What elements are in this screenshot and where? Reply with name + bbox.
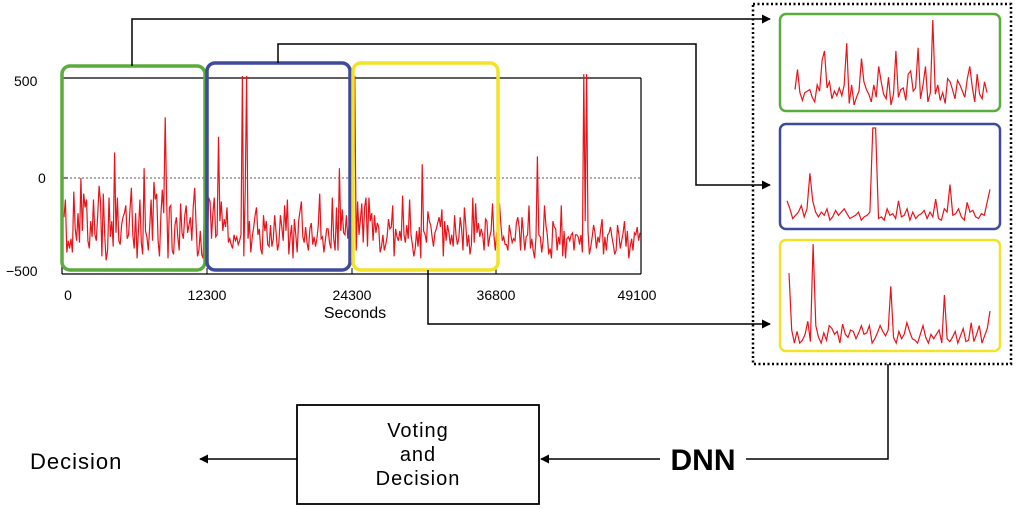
panel-window-3-trace [788, 243, 991, 346]
processing-chain: DNN Voting and Decision Decision [30, 364, 889, 505]
panel-window-2-trace [786, 127, 991, 223]
decision-label: Decision [30, 449, 122, 474]
x-tick-label-12300: 12300 [188, 287, 227, 303]
voting-decision-box [296, 404, 540, 505]
x-tick-label-36800: 36800 [477, 287, 516, 303]
window-connectors [131, 14, 771, 329]
panel-window-1-trace [794, 19, 988, 106]
connector-window-3 [427, 270, 771, 329]
voting-line-1: Voting [387, 420, 449, 442]
main-chart: 500 0 −500 0 12300 24300 36800 49100 Sec… [6, 61, 657, 322]
window-1-box [60, 64, 207, 272]
voting-line-2: and [400, 444, 436, 466]
window-3-box [351, 61, 500, 272]
connector-window-1 [131, 14, 771, 66]
window-panel [751, 2, 1013, 366]
voting-line-3: Decision [376, 468, 461, 490]
connector-panel-to-dnn [746, 364, 889, 460]
x-tick-label-0: 0 [64, 287, 72, 303]
y-tick-label-0: 0 [38, 170, 46, 186]
panel-window-2-box [778, 122, 1002, 231]
panel-window-3-box [778, 238, 1002, 353]
x-tick-label-24300: 24300 [333, 287, 372, 303]
window-panel-border [751, 2, 1013, 366]
x-tick-label-49100: 49100 [618, 287, 657, 303]
connector-window-2 [277, 43, 771, 190]
dnn-label: DNN [671, 444, 736, 477]
y-tick-label-neg500: −500 [6, 263, 38, 279]
x-axis-label: Seconds [324, 305, 386, 322]
y-tick-label-500: 500 [14, 73, 38, 89]
panel-window-1-box [778, 12, 1002, 113]
